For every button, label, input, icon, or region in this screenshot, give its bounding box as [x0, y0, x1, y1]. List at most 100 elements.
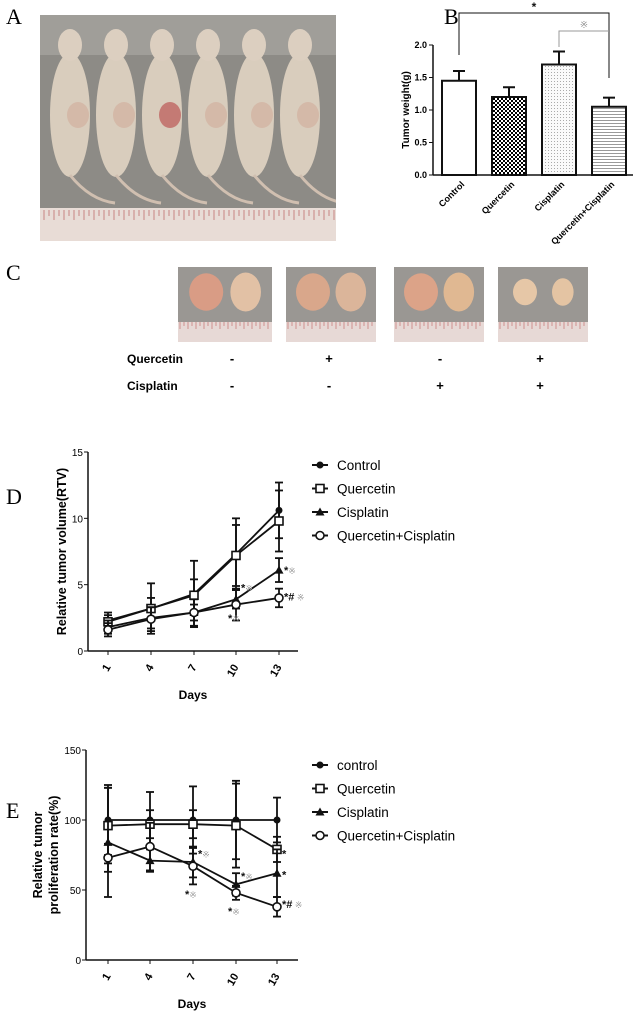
x-tick-label: 13 — [266, 972, 283, 989]
x-tick-label: Control — [437, 179, 467, 209]
x-axis-label: Days — [178, 997, 207, 1011]
x-tick-label: 7 — [185, 972, 198, 983]
mouse-head — [242, 29, 266, 61]
significance-label: * — [532, 0, 537, 14]
annotation-part: ※ — [245, 872, 253, 882]
legend-marker — [316, 461, 324, 469]
annotation-part: ※ — [189, 890, 197, 900]
data-point — [188, 819, 198, 829]
significance-annotation: * — [282, 870, 287, 882]
ruler — [286, 322, 376, 342]
mouse-tail — [160, 174, 208, 205]
y-tick-label: 0 — [77, 647, 83, 658]
treatment-mark: + — [536, 351, 544, 366]
data-point — [103, 853, 113, 863]
y-tick-label: 50 — [70, 886, 82, 897]
treatment-mark: + — [436, 378, 444, 393]
annotation-part: * — [228, 613, 233, 625]
annotation-part: *# — [284, 592, 294, 604]
x-axis-label: Days — [179, 688, 208, 702]
mouse-tail — [298, 174, 336, 203]
data-point — [272, 902, 282, 912]
annotation-part: ※ — [292, 900, 302, 910]
mouse-head — [196, 29, 220, 61]
annotation-part: * — [228, 906, 233, 918]
ruler — [498, 322, 588, 342]
significance-bracket — [558, 30, 609, 47]
panel-label-a: A — [6, 4, 22, 29]
data-point — [231, 820, 241, 831]
tumor — [67, 102, 89, 128]
annotation-part: * — [198, 849, 203, 861]
legend-marker — [315, 530, 325, 541]
tumor-photos — [178, 267, 588, 342]
x-tick-label: 13 — [268, 663, 285, 680]
significance-annotation: *※ — [228, 906, 240, 918]
legend-label: Quercetin — [337, 482, 396, 497]
x-tick-label: 7 — [186, 663, 199, 674]
ruler — [178, 322, 272, 342]
significance-annotation: * — [282, 849, 287, 861]
data-point — [272, 868, 282, 877]
treatment-mark: + — [536, 378, 544, 393]
x-tick-label: 4 — [142, 971, 156, 983]
tumor — [335, 272, 367, 312]
y-tick-label: 10 — [72, 514, 84, 525]
significance-bracket — [458, 12, 610, 78]
tumor — [159, 102, 181, 128]
legend-label: Quercetin — [337, 782, 396, 797]
panel-label-e: E — [6, 798, 20, 823]
tumor — [513, 278, 537, 306]
tumor — [205, 102, 227, 128]
data-point — [274, 565, 284, 574]
mouse-tail — [114, 174, 162, 205]
significance-annotation: *# ※ — [282, 899, 302, 911]
ruler — [40, 208, 336, 241]
ruler — [394, 322, 484, 342]
tumor — [297, 102, 319, 128]
bar-cisplatin — [541, 63, 577, 176]
mouse-tail — [68, 174, 116, 205]
treatment-mark: + — [325, 351, 333, 366]
bar-control — [441, 79, 477, 176]
panel-label-c: C — [6, 260, 21, 285]
x-tick-label: 4 — [143, 662, 157, 674]
significance-annotation: *※ — [228, 613, 240, 625]
legend-label: Cisplatin — [337, 805, 389, 820]
mouse-tail — [206, 174, 254, 205]
bar-quercetin+cisplatin — [591, 105, 627, 176]
y-axis-label: Relative tumor — [31, 811, 45, 898]
legend-marker — [315, 783, 325, 794]
tumor-proliferation-rate-chart: 0 50 100 150 1 4 7 10 13 Days Relative tumor prolif… — [31, 746, 455, 1011]
mouse-head — [150, 29, 174, 61]
data-point — [273, 816, 281, 824]
panel-label-d: D — [6, 484, 22, 509]
x-tick-label: Cisplatin — [532, 179, 566, 213]
annotation-part: ※ — [245, 583, 253, 593]
mouse-tail — [252, 174, 300, 205]
significance-annotation: *※ — [284, 565, 296, 577]
treatment-mark: - — [229, 351, 235, 366]
significance-annotation: *※ — [241, 582, 253, 594]
data-point — [103, 624, 113, 635]
annotation-part: ※ — [232, 614, 240, 624]
tumor — [404, 273, 438, 311]
annotation-part: * — [241, 871, 246, 883]
treatment-row-label: Cisplatin — [127, 379, 178, 393]
annotation-part: * — [185, 889, 190, 901]
annotation-part: ※ — [232, 907, 240, 917]
legend-marker — [315, 507, 325, 516]
significance-annotation: *※ — [185, 889, 197, 901]
tumor — [230, 272, 261, 312]
y-tick-label: 0 — [75, 956, 81, 967]
significance-label: ※ — [580, 20, 588, 31]
y-axis-label: Tumor weight(g) — [401, 71, 412, 149]
y-axis-label: Relative tumor volume(RTV) — [55, 468, 69, 635]
y-tick-label: 150 — [64, 746, 81, 757]
treatment-mark: - — [326, 378, 332, 393]
y-tick-label: 5 — [77, 581, 83, 592]
bar-quercetin — [491, 96, 527, 176]
legend-label: Control — [337, 458, 381, 473]
treatment-mark: - — [229, 378, 235, 393]
